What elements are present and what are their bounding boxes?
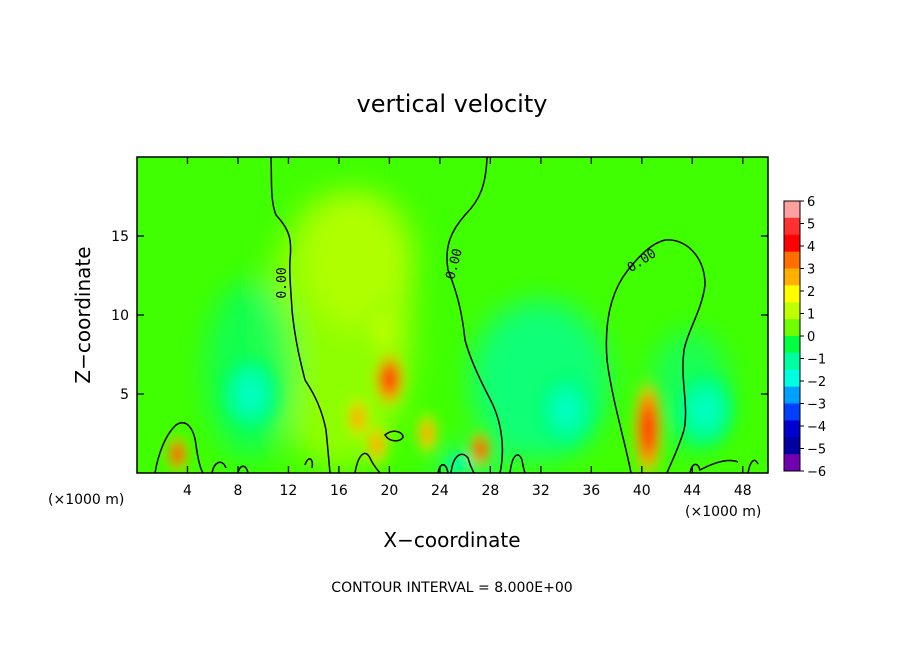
- contour-small-10: [747, 459, 759, 473]
- x-tick-label: 20: [380, 483, 398, 499]
- colorbar-label: 1: [807, 308, 815, 323]
- chart-title: vertical velocity: [357, 90, 548, 118]
- colorbar-swatch: [784, 386, 800, 404]
- field-features: [166, 285, 740, 473]
- x-unit-left: (×1000 m): [48, 492, 124, 508]
- contour-small-2: [237, 465, 249, 473]
- contour-small-5: [354, 452, 381, 473]
- colorbar-swatch: [784, 302, 800, 320]
- x-unit-right: (×1000 m): [685, 504, 761, 520]
- colorbar-label: −4: [807, 420, 826, 435]
- contour-small-8: [509, 454, 526, 473]
- colorbar-label: 6: [807, 195, 815, 210]
- y-tick-label: 10: [111, 308, 129, 324]
- y-tick-label: 5: [120, 387, 129, 403]
- colorbar-label: 5: [807, 218, 815, 233]
- colorbar-swatch: [784, 251, 800, 269]
- x-axis-label: X−coordinate: [383, 528, 520, 552]
- colorbar-swatch: [784, 336, 800, 354]
- colorbar-swatch: [784, 454, 800, 472]
- field-feature: [364, 420, 389, 469]
- colorbar-label: −6: [807, 465, 826, 480]
- colorbar-swatch: [784, 234, 800, 253]
- x-tick-label: 36: [582, 483, 600, 499]
- contour-small-6: [437, 464, 449, 473]
- x-tick-label: 40: [633, 483, 651, 499]
- contour-interval-note: CONTOUR INTERVAL = 8.000E+00: [331, 580, 572, 596]
- colorbar-swatch: [784, 268, 800, 286]
- field-feature: [440, 453, 477, 473]
- contour-small-7: [450, 453, 475, 473]
- y-ticks: 5 10 15: [111, 229, 768, 403]
- colorbar-label: 4: [807, 240, 815, 255]
- colorbar-label: −1: [807, 353, 826, 368]
- colorbar-label: −2: [807, 375, 826, 390]
- field-feature: [353, 285, 414, 376]
- colorbar-label: 2: [807, 285, 815, 300]
- x-ticks: 4 8 12 16 20 24 28 32 36 40 44 48: [183, 157, 752, 499]
- colorbar-swatch: [784, 420, 800, 438]
- field-feature: [669, 364, 740, 455]
- colorbar-swatch: [784, 201, 800, 219]
- field-feature: [166, 434, 189, 473]
- colorbar-swatch: [784, 403, 800, 421]
- x-tick-label: 4: [183, 483, 192, 499]
- colorbar-swatch: [784, 369, 800, 388]
- x-tick-label: 44: [683, 483, 701, 499]
- colorbar-swatch: [784, 217, 800, 236]
- colorbar-swatch: [784, 319, 800, 337]
- colorbar: 6 5 4 3 2 1 0 −1 −2 −3 −4 −5 −6: [783, 195, 826, 480]
- x-tick-label: 28: [481, 483, 499, 499]
- contour-small-1: [211, 461, 227, 473]
- x-tick-label: 32: [532, 483, 550, 499]
- x-tick-label: 24: [431, 483, 449, 499]
- x-tick-label: 12: [280, 483, 298, 499]
- field-feature: [215, 349, 286, 439]
- contour-zero-3: [605, 239, 706, 473]
- contour-label-1: 0.00: [275, 267, 290, 298]
- field-feature: [345, 393, 370, 442]
- y-axis-label: Z−coordinate: [71, 246, 95, 383]
- contour-zero-1: [270, 157, 331, 473]
- contour-small-3: [304, 458, 314, 469]
- field-feature: [632, 373, 665, 473]
- x-tick-label: 8: [233, 483, 242, 499]
- colorbar-swatch: [784, 285, 800, 303]
- plot-area: 0.00 0.00 0.00: [137, 157, 768, 473]
- x-tick-label: 16: [330, 483, 348, 499]
- colorbar-label: 0: [807, 330, 815, 345]
- colorbar-label: −3: [807, 398, 826, 413]
- colorbar-swatch: [784, 352, 800, 371]
- colorbar-label: −5: [807, 443, 826, 458]
- colorbar-swatch: [784, 437, 800, 455]
- contour-small-4: [384, 430, 404, 442]
- field-feature: [531, 364, 602, 455]
- contour-zero-2: [446, 157, 504, 473]
- colorbar-label: 3: [807, 263, 815, 278]
- y-tick-label: 15: [111, 229, 129, 245]
- contour-bottom-left: [154, 422, 204, 473]
- field-feature: [415, 409, 440, 458]
- contour-lines: [154, 157, 759, 473]
- x-tick-label: 48: [734, 483, 752, 499]
